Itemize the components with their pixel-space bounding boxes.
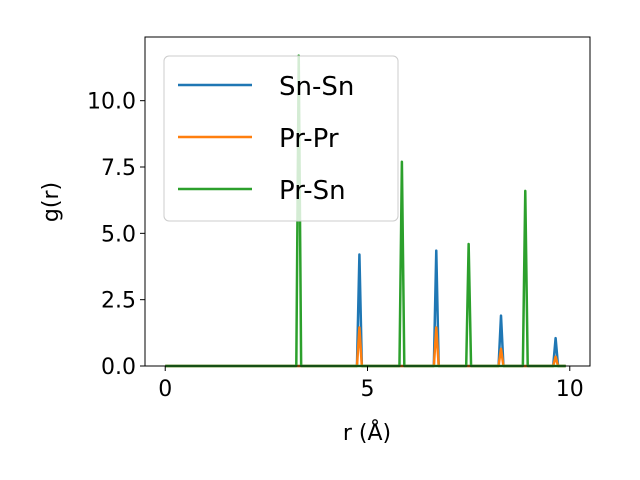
series-line-pr-pr bbox=[165, 326, 566, 368]
legend-label-pr-pr: Pr-Pr bbox=[279, 124, 339, 154]
legend-box bbox=[163, 55, 399, 222]
x-tick-label: 5 bbox=[361, 377, 375, 402]
y-tick-label: 2.5 bbox=[101, 289, 136, 314]
y-tick-label: 7.5 bbox=[101, 156, 136, 181]
x-tick-label: 10 bbox=[556, 377, 584, 402]
legend: Sn-Sn Pr-Pr Pr-Sn bbox=[163, 55, 399, 222]
x-axis-title: r (Å) bbox=[343, 419, 391, 446]
legend-label-sn-sn: Sn-Sn bbox=[279, 72, 354, 102]
x-axis: 0 5 10 bbox=[158, 366, 584, 402]
y-tick-label: 10.0 bbox=[87, 90, 136, 115]
x-tick-label: 0 bbox=[158, 377, 172, 402]
legend-label-pr-sn: Pr-Sn bbox=[279, 176, 346, 206]
y-axis: 0.0 2.5 5.0 7.5 10.0 bbox=[87, 90, 145, 380]
y-tick-label: 5.0 bbox=[101, 222, 136, 247]
y-tick-label: 0.0 bbox=[101, 355, 136, 380]
series-line-sn-sn bbox=[165, 249, 566, 368]
y-axis-title: g(r) bbox=[39, 182, 64, 222]
